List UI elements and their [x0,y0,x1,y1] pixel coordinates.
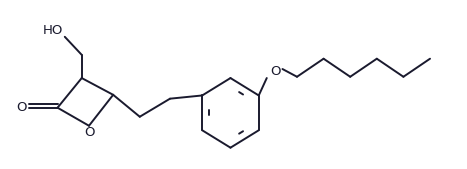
Text: O: O [17,101,27,114]
Text: HO: HO [42,24,63,37]
Text: O: O [270,65,281,78]
Text: O: O [85,126,95,139]
